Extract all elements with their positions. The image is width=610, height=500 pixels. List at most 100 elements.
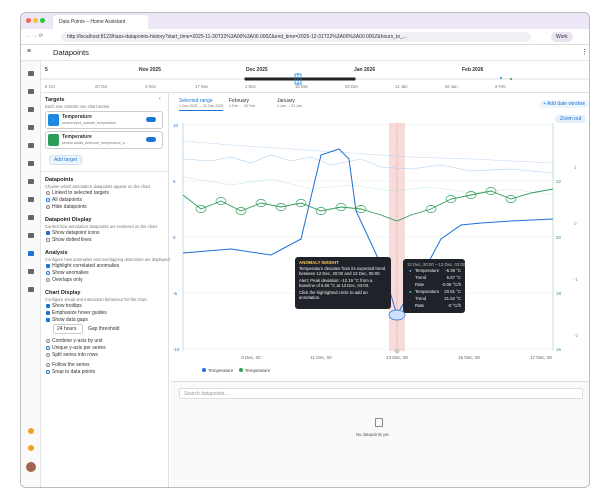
legend-swatch xyxy=(202,368,206,372)
gap-select[interactable]: 24 hours xyxy=(53,324,83,334)
right-tick: 1 xyxy=(574,165,577,170)
cursor-handle[interactable] xyxy=(394,348,400,354)
radio[interactable]: Overlaps only xyxy=(46,277,83,283)
right-tick: 16 xyxy=(556,347,562,352)
toggle[interactable] xyxy=(146,117,156,122)
window-tabs: Selected range 1 Dec 2025 → 31 Dec 2025 … xyxy=(171,97,589,123)
settings-panel: Targets ‹ Each row controls one chart se… xyxy=(41,93,171,487)
radio[interactable]: All datapoints xyxy=(46,197,82,203)
icon[interactable] xyxy=(28,233,34,238)
anomaly-insight: ANOMALY INSIGHT Temperature deviates fro… xyxy=(295,257,391,309)
address-row: ← → ⟳ http://localhost:8123/hass-datapoi… xyxy=(21,29,589,45)
legend-swatch xyxy=(239,368,243,372)
target-row[interactable]: Temperature sensor.adults_bedroom_temper… xyxy=(45,131,163,149)
add-window[interactable]: + Add date window xyxy=(539,100,589,108)
nav-buttons[interactable]: ← → ⟳ xyxy=(26,33,43,39)
section-subtitle: Choose which annotation datapoints appea… xyxy=(45,184,152,189)
target-entity: sensor.input_outside_temperature xyxy=(62,121,117,125)
section-subtitle: Configure how anomalies and overlapping … xyxy=(45,257,171,262)
left-tick: -5 xyxy=(173,291,177,296)
notification[interactable] xyxy=(28,445,34,451)
icon[interactable] xyxy=(28,179,34,184)
left-tick: 0 xyxy=(173,235,176,240)
month-label: Jan 2026 xyxy=(354,67,376,73)
target-name: Temperature xyxy=(62,134,92,140)
icon[interactable] xyxy=(28,125,34,130)
zoom-out[interactable]: Zoom out xyxy=(555,115,587,123)
legend-label[interactable]: Temperature xyxy=(208,368,234,373)
min-dot[interactable] xyxy=(33,18,38,23)
empty-icon xyxy=(375,418,383,427)
icon[interactable] xyxy=(28,269,34,274)
checkbox[interactable]: Emphasize hover guides xyxy=(46,310,107,316)
x-tick: 6 Dec, 00 xyxy=(241,355,261,360)
right-tick: 22 xyxy=(556,179,562,184)
selected-range[interactable] xyxy=(246,77,354,81)
icon-active[interactable] xyxy=(28,251,34,256)
icon[interactable] xyxy=(28,161,34,166)
right-tick: 20 xyxy=(556,235,562,240)
window-tab[interactable]: February 1 Feb → 28 Feb xyxy=(229,98,255,108)
icon[interactable] xyxy=(28,215,34,220)
window-tab[interactable]: Selected range 1 Dec 2025 → 31 Dec 2025 xyxy=(179,98,224,111)
radio[interactable]: Split series into rows xyxy=(46,352,98,358)
radio[interactable]: Combine y-axis by unit xyxy=(46,338,103,344)
legend-label[interactable]: Temperature xyxy=(245,368,271,373)
radio[interactable]: Snap to data points xyxy=(46,369,95,375)
radio[interactable]: Show anomalies xyxy=(46,270,89,276)
tab[interactable]: Data Points – Home Assistant xyxy=(53,15,148,29)
anomaly-circle[interactable] xyxy=(388,309,406,321)
x-tick: 13 Dec, 00 xyxy=(386,355,408,360)
search-box[interactable]: Search datapoints... xyxy=(179,388,583,399)
day-label: 15 Dec xyxy=(295,84,309,89)
window: Data Points – Home Assistant ← → ⟳ http:… xyxy=(20,12,590,488)
url-bar[interactable]: http://localhost:8123/hass-datapoints-hi… xyxy=(61,32,531,42)
radio[interactable]: Follow the series xyxy=(46,362,90,368)
radio[interactable]: Hide datapoints xyxy=(46,204,87,210)
profile-button[interactable]: Work xyxy=(551,32,573,42)
max-dot[interactable] xyxy=(40,18,45,23)
close-dot[interactable] xyxy=(26,18,31,23)
right-tick: -1 xyxy=(574,277,578,282)
left-tick: 5 xyxy=(173,179,176,184)
timeline-track xyxy=(41,73,589,85)
checkbox[interactable]: Show dotted lines xyxy=(46,237,91,243)
toggle[interactable] xyxy=(146,137,156,142)
add-target[interactable]: Add target xyxy=(49,155,83,165)
radio[interactable]: Linked to selected targets xyxy=(46,190,109,196)
month-label: Nov 2025 xyxy=(139,67,161,73)
window-tab[interactable]: January 1 Jan → 31 Jan xyxy=(277,98,303,108)
more-icon[interactable]: ⋮ xyxy=(581,49,588,56)
ha-sidebar xyxy=(21,61,41,487)
checkbox[interactable]: Show data gaps xyxy=(46,317,88,323)
notification[interactable] xyxy=(28,428,34,434)
target-icon xyxy=(48,134,59,146)
collapse[interactable]: ‹ xyxy=(159,96,161,102)
app-header: ≡ Datapoints ⋮ xyxy=(21,45,589,61)
day-label: 20 Oct xyxy=(95,84,108,89)
target-icon xyxy=(48,114,59,126)
checkbox[interactable]: Show tooltips xyxy=(46,303,82,309)
right-tick: 18 xyxy=(556,291,562,296)
icon[interactable] xyxy=(28,287,34,292)
chart: 10 5 0 -5 -10 22 20 18 16 1 0 -1 -2 6 De… xyxy=(173,123,578,373)
target-row[interactable]: Temperature sensor.input_outside_tempera… xyxy=(45,111,163,129)
x-tick: 11 Dec, 00 xyxy=(310,355,332,360)
checkbox[interactable]: Highlight correlated anomalies xyxy=(46,263,119,269)
icon[interactable] xyxy=(28,89,34,94)
x-tick: 16 Dec, 00 xyxy=(458,355,480,360)
menu-icon[interactable]: ≡ xyxy=(27,48,32,55)
day-label: 17 Nov xyxy=(195,84,209,89)
radio[interactable]: Unique y-axis per series xyxy=(46,345,106,351)
timeline: 5 Nov 2025 Dec 2025 Jan 2026 Feb 2026 6 … xyxy=(41,61,589,93)
icon[interactable] xyxy=(28,107,34,112)
section-title: Datapoint Display xyxy=(45,217,92,223)
x-tick: 17 Dec, 00 xyxy=(530,355,552,360)
checkbox[interactable]: Show datapoint icons xyxy=(46,230,100,236)
section-title: Targets xyxy=(45,97,65,103)
icon[interactable] xyxy=(28,71,34,76)
icon[interactable] xyxy=(28,143,34,148)
avatar[interactable] xyxy=(26,462,36,472)
icon[interactable] xyxy=(28,197,34,202)
tab-bar: Data Points – Home Assistant xyxy=(21,13,589,29)
